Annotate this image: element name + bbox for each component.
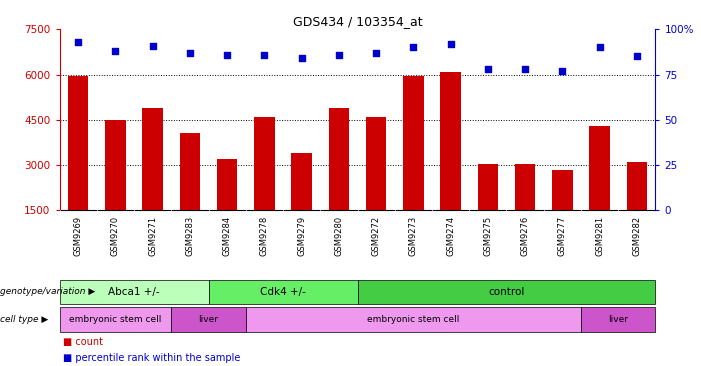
Text: cell type ▶: cell type ▶ (0, 315, 48, 324)
Point (184, 50, 196, 56)
Text: GSM9269: GSM9269 (74, 216, 83, 256)
Text: ■ count: ■ count (63, 337, 103, 347)
Point (259, 52, 270, 57)
Bar (292, 153, 312, 210)
Point (594, 44, 605, 50)
Bar (552, 170, 573, 210)
Text: GSM9272: GSM9272 (372, 216, 381, 256)
Text: embryonic stem cell: embryonic stem cell (367, 315, 460, 324)
Point (222, 52, 233, 57)
Bar (440, 72, 461, 210)
Bar (581, 307, 655, 332)
Point (333, 52, 344, 57)
Text: Cdk4 +/-: Cdk4 +/- (260, 287, 306, 297)
Text: GSM9279: GSM9279 (297, 216, 306, 256)
Point (147, 43, 158, 49)
Bar (105, 120, 125, 210)
Point (371, 50, 382, 56)
Title: GDS434 / 103354_at: GDS434 / 103354_at (293, 15, 422, 28)
Text: GSM9281: GSM9281 (595, 216, 604, 256)
Bar (627, 162, 647, 210)
Text: GSM9274: GSM9274 (446, 216, 455, 256)
Point (110, 48, 121, 54)
Text: ■ percentile rank within the sample: ■ percentile rank within the sample (63, 353, 240, 363)
Bar (68, 76, 88, 210)
Bar (209, 280, 358, 304)
Point (445, 41, 456, 47)
Text: GSM9275: GSM9275 (484, 216, 492, 256)
Text: GSM9280: GSM9280 (334, 216, 343, 256)
Text: GSM9270: GSM9270 (111, 216, 120, 256)
Bar (590, 126, 610, 210)
Text: embryonic stem cell: embryonic stem cell (69, 315, 162, 324)
Bar (60, 280, 209, 304)
Bar (329, 108, 349, 210)
Point (73, 39, 84, 45)
Text: GSM9273: GSM9273 (409, 216, 418, 256)
Point (408, 44, 419, 50)
Point (631, 53, 642, 59)
Point (557, 68, 568, 74)
Bar (142, 108, 163, 210)
Bar (179, 134, 200, 210)
Text: Abca1 +/-: Abca1 +/- (108, 287, 160, 297)
Point (519, 66, 531, 72)
Bar (366, 117, 386, 210)
Text: GSM9282: GSM9282 (632, 216, 641, 256)
Text: control: control (489, 287, 524, 297)
Point (296, 55, 307, 61)
Text: GSM9283: GSM9283 (186, 216, 194, 256)
Text: GSM9284: GSM9284 (223, 216, 231, 256)
Text: GSM9277: GSM9277 (558, 216, 567, 256)
Text: GSM9278: GSM9278 (260, 216, 269, 256)
Bar (60, 307, 171, 332)
Bar (254, 117, 275, 210)
Point (482, 66, 494, 72)
Text: GSM9276: GSM9276 (521, 216, 529, 256)
Bar (246, 307, 581, 332)
Bar (171, 307, 246, 332)
Bar (217, 159, 238, 210)
Bar (403, 76, 423, 210)
Text: genotype/variation ▶: genotype/variation ▶ (0, 287, 95, 296)
Bar (358, 280, 655, 304)
Text: liver: liver (608, 315, 628, 324)
Text: liver: liver (198, 315, 219, 324)
Bar (477, 164, 498, 210)
Text: GSM9271: GSM9271 (148, 216, 157, 256)
Bar (515, 164, 536, 210)
